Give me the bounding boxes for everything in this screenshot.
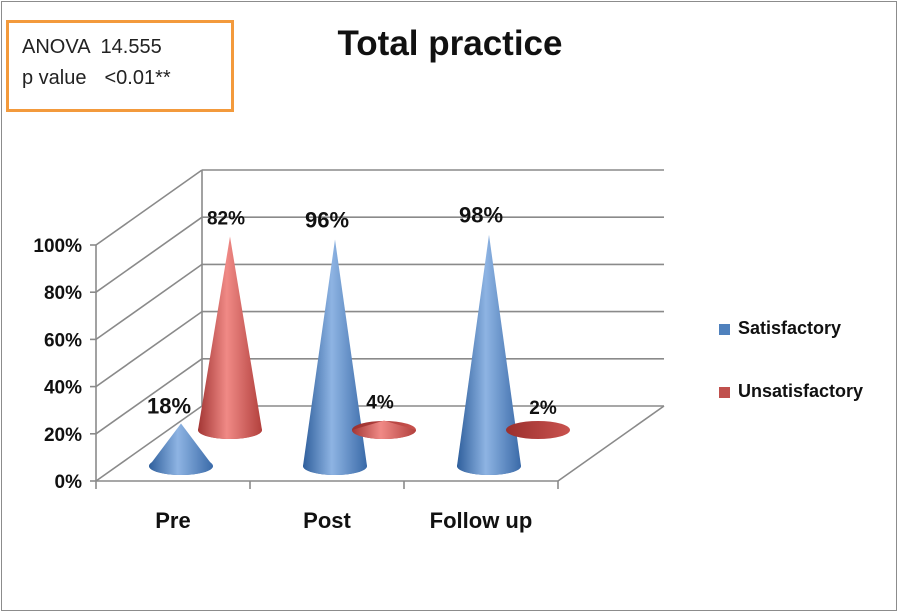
x-tick-label-pre: Pre bbox=[155, 508, 190, 533]
cone-satisfactory-follow-up-body bbox=[457, 234, 521, 475]
side-gridline bbox=[95, 358, 203, 435]
legend-swatch-unsatisfactory bbox=[719, 387, 730, 398]
data-label-satisfactory-pre: 18% bbox=[147, 394, 191, 419]
p-value-label: p value bbox=[22, 67, 87, 89]
floor-right-edge bbox=[557, 405, 665, 482]
data-label-satisfactory-post: 96% bbox=[305, 207, 349, 232]
x-tick-label-post: Post bbox=[303, 508, 351, 533]
cone-satisfactory-pre-body bbox=[149, 423, 213, 475]
side-gridline bbox=[95, 169, 203, 246]
y-tick-label: 40% bbox=[44, 378, 82, 399]
y-tick-label: 0% bbox=[55, 472, 83, 493]
x-tick-label-follow-up: Follow up bbox=[430, 508, 533, 533]
cone-unsatisfactory-post-body bbox=[352, 420, 416, 439]
data-label-unsatisfactory-follow-up: 2% bbox=[529, 398, 557, 419]
side-gridline bbox=[95, 263, 203, 341]
cone-unsatisfactory-pre-body bbox=[198, 236, 262, 439]
y-tick-label: 100% bbox=[33, 236, 82, 257]
cone-satisfactory-post-body bbox=[303, 239, 367, 475]
anova-label: ANOVA bbox=[22, 36, 91, 58]
data-label-unsatisfactory-post: 4% bbox=[366, 393, 394, 414]
cone-unsatisfactory-pre bbox=[198, 236, 262, 439]
p-value-value: <0.01** bbox=[104, 67, 171, 89]
marks-layer bbox=[149, 234, 570, 475]
y-tick-label: 20% bbox=[44, 425, 82, 446]
anova-line: ANOVA 14.555 bbox=[22, 32, 231, 63]
floor-left-edge bbox=[95, 405, 203, 482]
y-tick-label: 80% bbox=[44, 283, 82, 304]
legend-label-unsatisfactory: Unsatisfactory bbox=[738, 381, 864, 401]
labels-layer: 0% 20% 40% 60% 80% 100% Pre Post Follow up 18% 96%… bbox=[33, 203, 556, 533]
cone-unsatisfactory-post bbox=[352, 420, 416, 439]
cone-unsatisfactory-follow-up-base bbox=[506, 421, 570, 439]
data-label-unsatisfactory-pre: 82% bbox=[207, 208, 245, 229]
chart-title: Total practice bbox=[337, 24, 563, 63]
p-value-line: p value <0.01** bbox=[22, 63, 231, 94]
side-gridline bbox=[95, 310, 203, 388]
cone-satisfactory-pre bbox=[149, 423, 213, 475]
cone-unsatisfactory-follow-up bbox=[506, 421, 570, 439]
legend-label-satisfactory: Satisfactory bbox=[738, 318, 842, 338]
y-tick-label: 60% bbox=[44, 330, 82, 351]
data-label-satisfactory-follow-up: 98% bbox=[459, 203, 503, 228]
anova-value: 14.555 bbox=[100, 36, 162, 58]
cone-satisfactory-follow-up bbox=[457, 234, 521, 475]
cone-satisfactory-post bbox=[303, 239, 367, 475]
anova-stats-box: ANOVA 14.555 p value <0.01** bbox=[6, 20, 234, 112]
legend-swatch-satisfactory bbox=[719, 324, 730, 335]
axes-layer bbox=[90, 169, 665, 489]
side-gridline bbox=[95, 216, 203, 293]
